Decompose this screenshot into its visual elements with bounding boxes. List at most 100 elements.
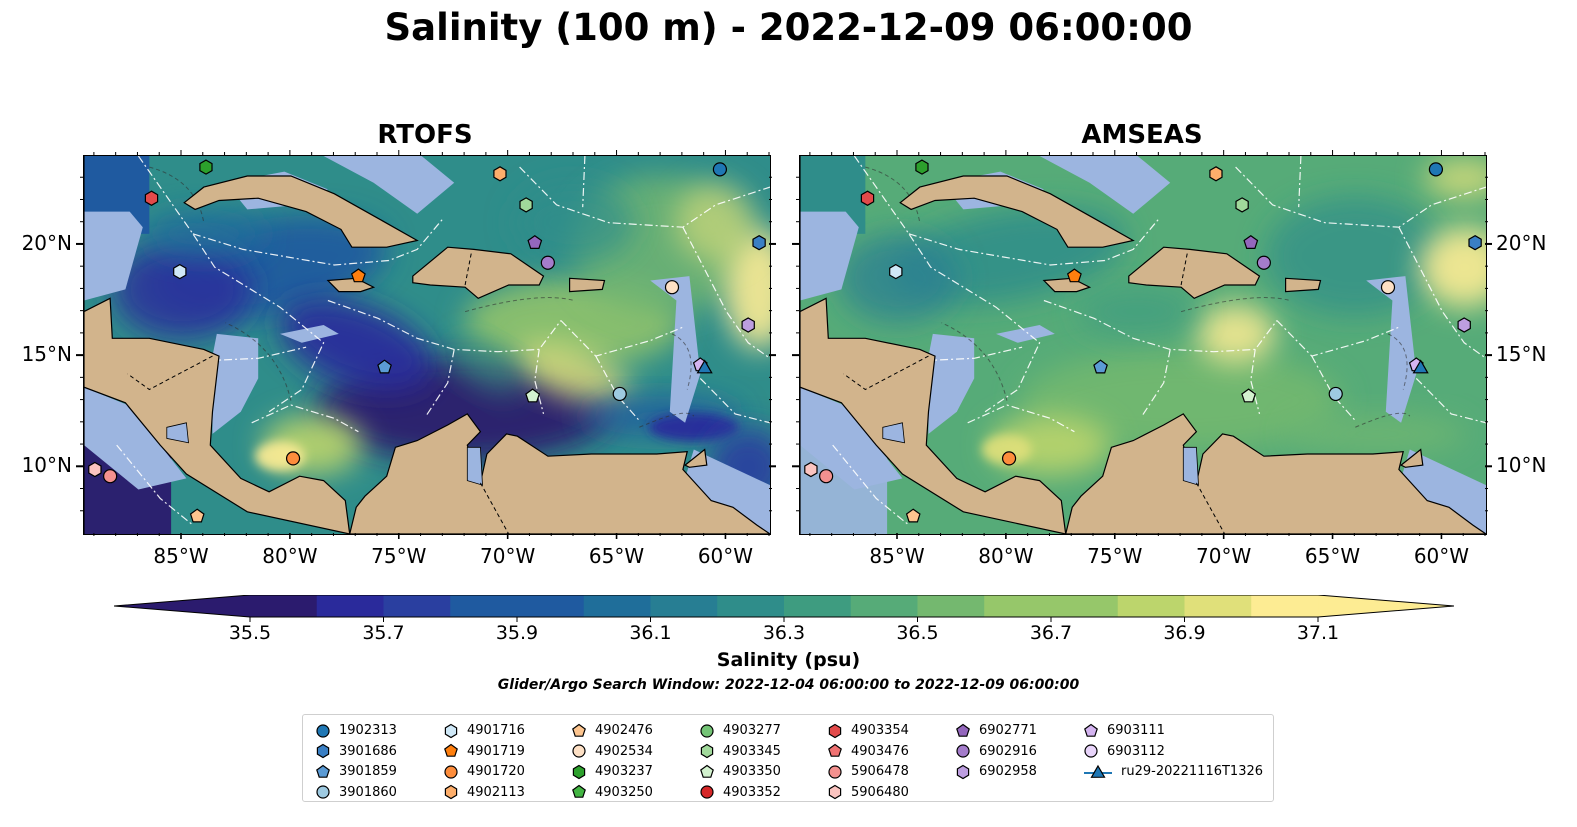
legend-label: 4901716	[467, 723, 525, 738]
lat-label-left: 15°N	[21, 342, 72, 367]
legend-marker-icon	[316, 785, 330, 799]
eez-boundaries	[116, 156, 770, 526]
legend-marker-icon	[956, 723, 970, 737]
land-centralAmerica	[800, 156, 1067, 534]
amseas-map[interactable]	[799, 155, 1487, 535]
land-puertoRico	[569, 277, 606, 293]
colorbar-segment	[650, 595, 718, 617]
colorbar-tick-label: 35.7	[362, 622, 405, 644]
colorbar-segment	[984, 595, 1052, 617]
legend-item: 4903476	[827, 741, 909, 762]
legend-marker-icon	[700, 743, 714, 759]
border-line	[1195, 482, 1226, 534]
lon-label: 75°W	[371, 544, 427, 568]
legend-item: 6903112	[1083, 741, 1165, 762]
legend-item: 4901720	[443, 761, 525, 782]
lat-label-right: 10°N	[1496, 453, 1547, 478]
legend-item: 4903237	[571, 761, 653, 782]
land-cuba	[183, 175, 419, 248]
float-marker-6902771	[1243, 234, 1259, 250]
legend-marker-icon	[700, 764, 714, 778]
colorbar	[114, 595, 1454, 622]
legend-label: 5906478	[851, 764, 909, 779]
colorbar-tick-label: 36.5	[896, 622, 939, 644]
legend-marker-icon	[700, 723, 714, 738]
float-marker-4901720	[285, 451, 301, 466]
lat-label-left: 10°N	[21, 453, 72, 478]
float-marker-6902916	[540, 255, 555, 270]
float-marker-4903237	[199, 159, 213, 175]
isobath-contours	[149, 166, 695, 428]
float-marker-4903345	[1235, 197, 1249, 213]
colorbar-segment	[1117, 595, 1186, 617]
lake	[1182, 446, 1199, 486]
float-marker-3901860	[1328, 386, 1343, 402]
float-marker-4902534	[664, 280, 680, 295]
lon-label: 65°W	[588, 544, 645, 568]
legend-label: 6902958	[979, 764, 1037, 779]
legend-label: 4903354	[851, 723, 909, 738]
lon-label: 60°W	[697, 544, 754, 568]
land-southAmerica	[349, 413, 770, 534]
legend-label: ru29-20221116T1326	[1121, 764, 1264, 779]
legend-marker-icon	[1084, 723, 1098, 737]
colorbar-segment	[917, 595, 985, 617]
lat-label-left: 20°N	[21, 230, 72, 255]
float-marker-5906478	[103, 469, 118, 484]
colorbar-segment	[717, 595, 785, 617]
rtofs-map[interactable]	[83, 155, 771, 535]
border-line	[479, 482, 510, 534]
float-marker-3901686	[752, 235, 766, 251]
colorbar-segment	[250, 595, 318, 617]
float-marker-ru29-20221116T1326	[1412, 359, 1429, 374]
legend-item: 3901686	[315, 741, 397, 762]
legend-label: 4903237	[595, 764, 653, 779]
legend-item: 3901859	[315, 761, 397, 782]
legend-label: 6902916	[979, 743, 1037, 759]
legend-label: 3901686	[339, 743, 397, 759]
float-marker-3901860	[612, 386, 627, 402]
legend-item: 4903354	[827, 720, 909, 741]
axis-ticks	[76, 150, 1492, 539]
legend-item: 6902958	[955, 761, 1037, 782]
amseas-map-canvas	[800, 156, 1486, 534]
legend-marker-icon	[1084, 744, 1098, 758]
float-marker-5906478	[819, 469, 834, 484]
legend-label: 4901719	[467, 743, 525, 759]
legend-marker-icon	[444, 764, 458, 779]
colorbar-extend-low	[114, 595, 250, 617]
legend-label: 4903350	[723, 764, 781, 779]
legend-marker-icon	[956, 744, 970, 758]
float-markers	[88, 159, 766, 523]
land-trinidad	[683, 448, 708, 468]
colorbar-segment	[316, 595, 385, 617]
float-marker-4902476	[189, 508, 205, 523]
colorbar-tick-label: 36.7	[1029, 622, 1073, 644]
legend-item: 4903352	[699, 782, 781, 803]
legend-item: 4903345	[699, 741, 781, 762]
legend-item: 4902113	[443, 782, 525, 803]
legend-item: 4903350	[699, 761, 781, 782]
legend-label: 6902771	[979, 723, 1037, 738]
colorbar-tick-label: 35.9	[495, 622, 539, 644]
legend-label: 3901860	[339, 784, 397, 800]
float-marker-4902476	[905, 508, 921, 523]
colorbar-segment	[583, 595, 652, 617]
lon-label: 70°W	[1196, 544, 1252, 568]
land-centralAmerica	[84, 156, 351, 534]
legend-label: 4903250	[595, 784, 653, 800]
legend-marker-icon	[572, 764, 586, 779]
lat-label-right: 20°N	[1496, 230, 1547, 255]
colorbar-tick-label: 35.5	[228, 622, 272, 644]
lake	[466, 446, 483, 486]
float-marker-4901716	[889, 263, 903, 280]
border-line	[1180, 251, 1189, 286]
lon-label: 85°W	[153, 544, 209, 568]
lake	[166, 422, 189, 444]
land-trinidad	[1399, 448, 1424, 468]
lon-label: 85°W	[869, 544, 925, 568]
isobath-contours	[865, 166, 1411, 428]
lon-label: 60°W	[1413, 544, 1470, 568]
float-marker-5906480	[804, 461, 818, 478]
float-marker-1902313	[1428, 162, 1444, 177]
